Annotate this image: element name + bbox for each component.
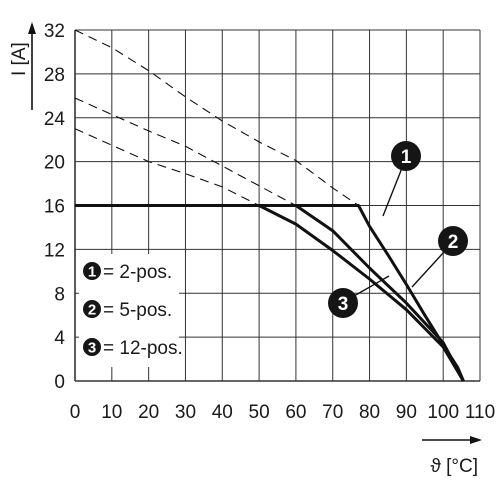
callout-2-marker-icon	[438, 226, 468, 256]
series-3-solid-line	[75, 204, 465, 382]
y-tick-label-0: 0	[54, 372, 65, 393]
callout-1: 1	[382, 141, 421, 217]
legend-marker-2-icon	[83, 300, 101, 318]
y-axis-title-group: I [A]	[9, 22, 36, 110]
y-tick-label-20: 20	[44, 153, 65, 174]
callout-3-label: 3	[338, 294, 349, 315]
y-tick-label-16: 16	[44, 197, 65, 218]
legend-item-2: 2 = 5-pos.	[83, 300, 172, 321]
y-tick-label-8: 8	[54, 284, 65, 305]
x-tick-label-50: 50	[249, 402, 270, 423]
legend-item-3: 3 = 12-pos.	[83, 338, 183, 359]
x-tick-label-70: 70	[322, 402, 343, 423]
y-tick-label-12: 12	[44, 240, 65, 261]
x-tick-label-60: 60	[285, 402, 306, 423]
callout-1-label: 1	[401, 147, 412, 168]
series-1-dashed-line	[74, 29, 359, 206]
callout-3-leader	[353, 275, 390, 297]
callout-2-label: 2	[448, 232, 459, 253]
x-tick-label-10: 10	[101, 402, 122, 423]
x-tick-label-30: 30	[175, 402, 196, 423]
callout-2: 2	[411, 226, 468, 288]
series-3-dashed-line	[74, 128, 260, 206]
y-tick-label-24: 24	[44, 109, 66, 130]
series-lines	[74, 29, 465, 382]
y-tick-label-32: 32	[44, 21, 65, 42]
x-axis-arrowhead-icon	[470, 436, 482, 444]
legend-marker-3-label: 3	[88, 340, 96, 357]
legend-label-2: = 5-pos.	[103, 300, 172, 321]
x-axis-title-group: ϑ [°C]	[422, 436, 482, 477]
x-tick-label-90: 90	[396, 402, 417, 423]
legend-marker-1-icon	[83, 262, 101, 280]
callout-3: 3	[328, 275, 390, 318]
y-tick-label-4: 4	[54, 328, 65, 349]
x-tick-label-80: 80	[359, 402, 380, 423]
callout-2-leader	[411, 251, 445, 288]
series-2-dashed-line	[74, 97, 297, 206]
legend-marker-1-label: 1	[88, 264, 96, 281]
legend-item-1: 1 = 2-pos.	[83, 262, 172, 283]
legend-marker-2-label: 2	[88, 302, 96, 319]
x-tick-label-0: 0	[70, 402, 81, 423]
x-axis-title: ϑ [°C]	[430, 456, 478, 477]
legend: 1 = 2-pos. 2 = 5-pos. 3 = 12-pos.	[79, 254, 183, 367]
legend-label-1: = 2-pos.	[103, 262, 172, 283]
x-tick-label-100: 100	[427, 402, 459, 423]
callout-1-marker-icon	[391, 141, 421, 171]
series-2-solid-line	[75, 204, 465, 382]
y-axis-title: I [A]	[9, 42, 30, 76]
callout-3-marker-icon	[328, 288, 358, 318]
y-axis-arrowhead-icon	[28, 22, 36, 34]
legend-label-3: = 12-pos.	[103, 338, 183, 359]
x-tick-label-20: 20	[138, 402, 159, 423]
y-tick-label-28: 28	[44, 65, 65, 86]
x-tick-label-40: 40	[212, 402, 233, 423]
legend-marker-3-icon	[83, 338, 101, 356]
x-tick-label-110: 110	[465, 402, 495, 423]
callout-1-leader	[382, 167, 403, 217]
